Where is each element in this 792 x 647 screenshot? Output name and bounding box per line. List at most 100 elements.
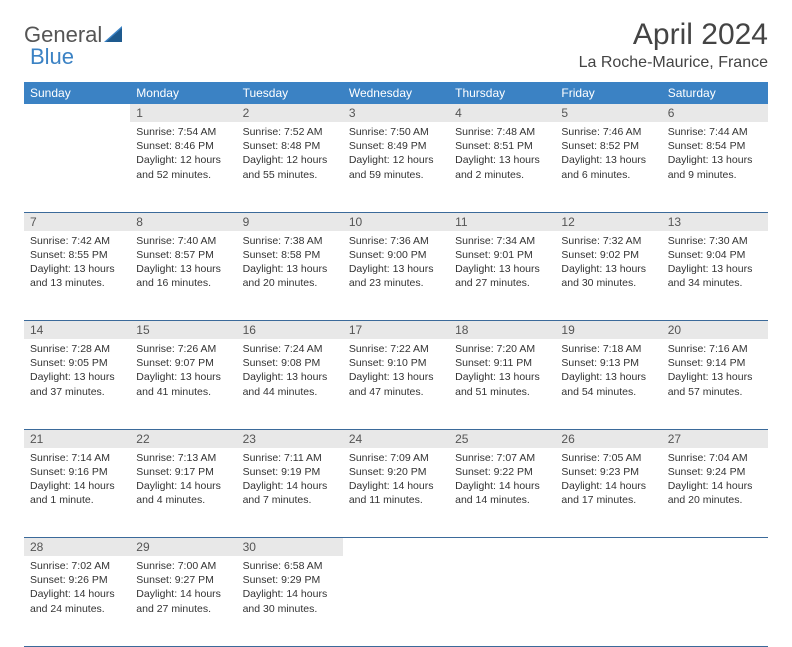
logo-word2: Blue bbox=[30, 44, 74, 69]
daynum-row: 78910111213 bbox=[24, 212, 768, 231]
day-number: 27 bbox=[662, 429, 768, 448]
weekday-header: Saturday bbox=[662, 82, 768, 104]
daylight-line: Daylight: 13 hours and 27 minutes. bbox=[455, 262, 549, 290]
daylight-line: Daylight: 13 hours and 47 minutes. bbox=[349, 370, 443, 398]
day-number: 11 bbox=[449, 212, 555, 231]
day-cell bbox=[662, 556, 768, 646]
title-block: April 2024 La Roche-Maurice, France bbox=[579, 18, 768, 72]
calendar-table: Sunday Monday Tuesday Wednesday Thursday… bbox=[24, 82, 768, 647]
sunrise-line: Sunrise: 7:40 AM bbox=[136, 234, 230, 248]
location: La Roche-Maurice, France bbox=[579, 54, 768, 72]
calendar-body: 123456Sunrise: 7:54 AMSunset: 8:46 PMDay… bbox=[24, 104, 768, 646]
sunset-line: Sunset: 9:24 PM bbox=[668, 465, 762, 479]
day-cell: Sunrise: 7:30 AMSunset: 9:04 PMDaylight:… bbox=[662, 231, 768, 321]
day-cell: Sunrise: 7:14 AMSunset: 9:16 PMDaylight:… bbox=[24, 448, 130, 538]
sunrise-line: Sunrise: 7:07 AM bbox=[455, 451, 549, 465]
daylight-line: Daylight: 14 hours and 7 minutes. bbox=[243, 479, 337, 507]
sunrise-line: Sunrise: 7:22 AM bbox=[349, 342, 443, 356]
day-cell: Sunrise: 7:13 AMSunset: 9:17 PMDaylight:… bbox=[130, 448, 236, 538]
day-number: 25 bbox=[449, 429, 555, 448]
sunset-line: Sunset: 9:11 PM bbox=[455, 356, 549, 370]
daylight-line: Daylight: 13 hours and 9 minutes. bbox=[668, 153, 762, 181]
day-cell: Sunrise: 7:48 AMSunset: 8:51 PMDaylight:… bbox=[449, 122, 555, 212]
day-number: 30 bbox=[237, 538, 343, 557]
content-row: Sunrise: 7:02 AMSunset: 9:26 PM Daylight:… bbox=[24, 556, 768, 646]
sunset-line: Sunset: 8:49 PM bbox=[349, 139, 443, 153]
sunset-line: Sunset: 9:17 PM bbox=[136, 465, 230, 479]
daylight-line: Daylight: 13 hours and 23 minutes. bbox=[349, 262, 443, 290]
sunset-line: Sunset: 9:29 PM bbox=[243, 573, 337, 587]
daylight-line: Daylight: 13 hours and 20 minutes. bbox=[243, 262, 337, 290]
sunset-line: Sunset: 9:27 PM bbox=[136, 573, 230, 587]
content-row: Sunrise: 7:42 AMSunset: 8:55 PMDaylight:… bbox=[24, 231, 768, 321]
daylight-line: Daylight: 13 hours and 13 minutes. bbox=[30, 262, 124, 290]
sunset-line: Sunset: 9:00 PM bbox=[349, 248, 443, 262]
sunset-line: Sunset: 9:04 PM bbox=[668, 248, 762, 262]
header: General April 2024 La Roche-Maurice, Fra… bbox=[24, 18, 768, 72]
daylight-line: Daylight: 13 hours and 6 minutes. bbox=[561, 153, 655, 181]
daylight-line: Daylight: 13 hours and 54 minutes. bbox=[561, 370, 655, 398]
daylight-line: Daylight: 13 hours and 34 minutes. bbox=[668, 262, 762, 290]
day-number bbox=[555, 538, 661, 557]
daynum-row: 21222324252627 bbox=[24, 429, 768, 448]
day-number: 21 bbox=[24, 429, 130, 448]
day-number: 5 bbox=[555, 104, 661, 122]
sunrise-line: Sunrise: 7:46 AM bbox=[561, 125, 655, 139]
sunrise-line: Sunrise: 7:18 AM bbox=[561, 342, 655, 356]
day-number bbox=[662, 538, 768, 557]
sunset-line: Sunset: 9:19 PM bbox=[243, 465, 337, 479]
day-cell: Sunrise: 7:11 AMSunset: 9:19 PMDaylight:… bbox=[237, 448, 343, 538]
logo-word2-wrap: Blue bbox=[30, 44, 74, 70]
daylight-line: Daylight: 14 hours and 4 minutes. bbox=[136, 479, 230, 507]
sunset-line: Sunset: 9:26 PM bbox=[30, 573, 124, 587]
day-cell: Sunrise: 7:09 AMSunset: 9:20 PMDaylight:… bbox=[343, 448, 449, 538]
daynum-row: 123456 bbox=[24, 104, 768, 122]
month-title: April 2024 bbox=[579, 18, 768, 52]
day-cell: Sunrise: 7:24 AMSunset: 9:08 PMDaylight:… bbox=[237, 339, 343, 429]
day-cell: Sunrise: 7:52 AMSunset: 8:48 PMDaylight:… bbox=[237, 122, 343, 212]
sunrise-line: Sunrise: 7:38 AM bbox=[243, 234, 337, 248]
daylight-line: Daylight: 13 hours and 41 minutes. bbox=[136, 370, 230, 398]
day-number: 20 bbox=[662, 321, 768, 340]
day-cell bbox=[449, 556, 555, 646]
sunrise-line: Sunrise: 7:00 AM bbox=[136, 559, 230, 573]
weekday-header: Wednesday bbox=[343, 82, 449, 104]
sunset-line: Sunset: 8:57 PM bbox=[136, 248, 230, 262]
day-number: 17 bbox=[343, 321, 449, 340]
content-row: Sunrise: 7:28 AMSunset: 9:05 PMDaylight:… bbox=[24, 339, 768, 429]
sunrise-line: Sunrise: 7:20 AM bbox=[455, 342, 549, 356]
daylight-line: Daylight: 13 hours and 16 minutes. bbox=[136, 262, 230, 290]
sunrise-line: Sunrise: 7:02 AM bbox=[30, 559, 124, 573]
sunset-line: Sunset: 9:08 PM bbox=[243, 356, 337, 370]
day-number: 8 bbox=[130, 212, 236, 231]
sunset-line: Sunset: 8:54 PM bbox=[668, 139, 762, 153]
sunrise-line: Sunrise: 7:54 AM bbox=[136, 125, 230, 139]
day-cell: Sunrise: 7:20 AMSunset: 9:11 PMDaylight:… bbox=[449, 339, 555, 429]
sunrise-line: Sunrise: 6:58 AM bbox=[243, 559, 337, 573]
sunrise-line: Sunrise: 7:30 AM bbox=[668, 234, 762, 248]
day-cell bbox=[343, 556, 449, 646]
logo-triangle-icon bbox=[104, 26, 124, 44]
daylight-line: Daylight: 14 hours and 27 minutes. bbox=[136, 587, 230, 615]
calendar-head: Sunday Monday Tuesday Wednesday Thursday… bbox=[24, 82, 768, 104]
day-number bbox=[343, 538, 449, 557]
day-cell: Sunrise: 6:58 AMSunset: 9:29 PMDaylight:… bbox=[237, 556, 343, 646]
sunset-line: Sunset: 9:05 PM bbox=[30, 356, 124, 370]
sunrise-line: Sunrise: 7:32 AM bbox=[561, 234, 655, 248]
sunrise-line: Sunrise: 7:26 AM bbox=[136, 342, 230, 356]
day-cell: Sunrise: 7:26 AMSunset: 9:07 PMDaylight:… bbox=[130, 339, 236, 429]
weekday-header: Thursday bbox=[449, 82, 555, 104]
day-number: 12 bbox=[555, 212, 661, 231]
sunrise-line: Sunrise: 7:16 AM bbox=[668, 342, 762, 356]
sunrise-line: Sunrise: 7:24 AM bbox=[243, 342, 337, 356]
sunset-line: Sunset: 8:51 PM bbox=[455, 139, 549, 153]
day-cell: Sunrise: 7:38 AMSunset: 8:58 PMDaylight:… bbox=[237, 231, 343, 321]
day-cell: Sunrise: 7:18 AMSunset: 9:13 PMDaylight:… bbox=[555, 339, 661, 429]
weekday-header: Monday bbox=[130, 82, 236, 104]
day-number: 4 bbox=[449, 104, 555, 122]
day-number: 7 bbox=[24, 212, 130, 231]
sunset-line: Sunset: 9:01 PM bbox=[455, 248, 549, 262]
sunrise-line: Sunrise: 7:11 AM bbox=[243, 451, 337, 465]
day-number: 3 bbox=[343, 104, 449, 122]
day-cell: Sunrise: 7:07 AMSunset: 9:22 PMDaylight:… bbox=[449, 448, 555, 538]
